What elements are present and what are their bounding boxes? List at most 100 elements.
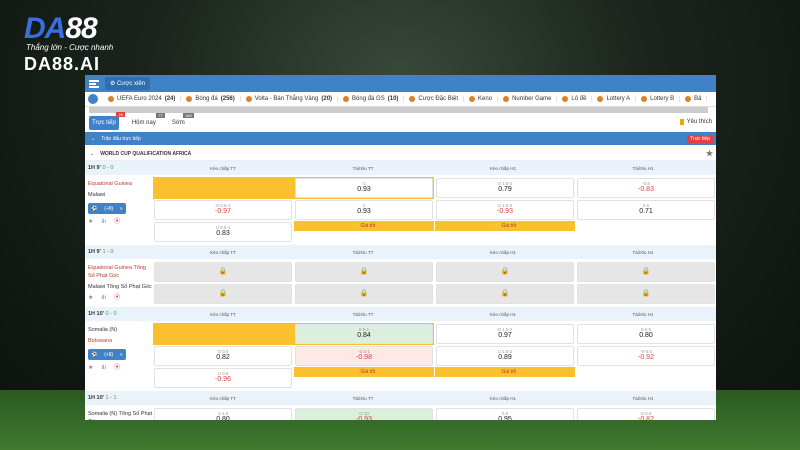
horizontal-scrollbar[interactable] [89,107,708,113]
sport-item[interactable]: Bóng đá GS (10) [338,96,405,102]
market-header: Tài/Xỉu TT [352,165,374,171]
odds-cell[interactable]: O 0.5-1 -0.97 [154,200,292,220]
more-markets-button[interactable]: ⚽ (+8) » [88,203,126,214]
odds-cell[interactable]: O 10 -0.93 [295,408,433,420]
sport-item[interactable]: Cược Đặc Biệt [404,96,465,102]
odds-cell[interactable]: 1 0.93 [295,200,433,220]
home-team[interactable]: Equatorial Guinea [88,181,133,187]
odds-cell[interactable]: O 0.5 0.82 [154,346,292,366]
home-team[interactable]: Somalia (N) [88,327,118,333]
sport-count: (256) [220,96,235,102]
market-header: Tài/Xỉu H1 [632,311,654,317]
live-stream-icon[interactable]: ⦿ [114,219,121,225]
odds-cell[interactable]: O 1.5-2 0.79 [436,178,574,198]
match-header: 1H 9' 1 - 0 Kèo chấp TT Tài/Xỉu TT Kèo chấp… [85,245,716,259]
odds-cell[interactable]: 0-0.5 0.80 [577,324,715,344]
sport-item[interactable]: Volta - Bàn Thắng Vàng (20) [241,96,339,102]
more-markets-button[interactable]: ⚽ (+8) » [88,349,126,360]
tab-2[interactable]: Sớm 169 [169,112,194,129]
home-icon[interactable] [88,94,98,104]
odds-cell[interactable]: U 0.5-1 0.83 [154,222,292,242]
odds-cell[interactable]: 0.5 0.71 [577,200,715,220]
stats-icon[interactable]: ılı [101,219,107,225]
match-actions: ★ ılı ⦿ [88,294,153,302]
handicap: U 1.5-2 [497,349,513,354]
odds-cell[interactable]: U 1.5-2 -0.93 [436,200,574,220]
favorites-button[interactable]: Yêu thích [679,119,712,125]
top-bar: ⚙ Cược xiên [85,75,716,92]
sport-icon [186,96,193,102]
handicap: 0-0.5 [640,327,652,332]
odds-value: -0.83 [638,186,654,193]
sport-item[interactable]: Bóng đá (256) [181,96,241,102]
tab-1[interactable]: Hôm nay 77 [129,112,165,129]
chevron-down-icon: ⌄ [90,150,95,157]
sport-name: Bóng đá [195,96,218,102]
live-badge: Trực tiếp [687,135,713,143]
odds-cell[interactable]: 0.5 0.95 [436,408,574,420]
odds-cell[interactable]: 0.5-1 0.84 [295,324,433,344]
market-header: Tài/Xỉu TT [352,249,374,255]
away-team[interactable]: Malawi Tổng Số Phạt Góc [88,284,152,290]
handicap: O 0.5 [217,349,229,354]
sport-count: (20) [321,96,333,102]
star-icon[interactable]: ★ [88,295,94,301]
match-header: 1H 10' 1 - 1 Kèo chấp TT Tài/Xỉu TT Kèo chấ… [85,391,716,405]
sport-item[interactable]: Bả [680,96,708,102]
live-stream-icon[interactable]: ⦿ [114,365,121,371]
sport-item[interactable]: Keno [464,96,499,102]
away-team[interactable]: Malawi [88,192,106,198]
handicap: O 1.5-2 [497,181,513,186]
odds-cell[interactable]: -0.5-1 -0.98 [295,346,433,366]
home-team[interactable]: Equatorial Guinea Tổng Số Phạt Góc [88,265,146,279]
market-header: Kèo chấp TT [210,249,236,255]
sport-item[interactable]: Number Game [498,96,558,102]
locked-odds-cell: 🔒 [154,284,292,304]
odds-cell[interactable]: U 1.5-2 0.89 [436,346,574,366]
live-stream-icon[interactable]: ⦿ [114,295,121,301]
odds-grid: 1-1.5 0.80 O 10 -0.93 0.5 0.95 O 5.5 -0.82 [153,407,716,420]
sport-item[interactable]: Lô đề [557,96,593,102]
sport-icon [108,96,114,102]
sport-item[interactable]: Lottery A [592,96,637,102]
tab-0[interactable]: Trực tiếp 26 [89,111,125,130]
chevrons-icon: » [119,351,123,358]
stats-icon[interactable]: ılı [101,365,107,371]
menu-icon[interactable] [89,79,99,88]
locked-odds-cell: 🔒 [436,284,574,304]
sport-item[interactable]: Lottery B [636,96,681,102]
market-header: Tài/Xỉu H1 [632,249,654,255]
odds-cell[interactable]: -1 0.93 [295,178,433,198]
odds-cell[interactable]: -0.5 -0.83 [577,178,715,198]
section-header[interactable]: ⌄ Trận đấu trực tiếp Trực tiếp [85,132,716,145]
good-price-label: ⚡ Giá tốt [294,221,434,231]
parlay-button[interactable]: ⚙ Cược xiên [105,77,151,90]
league-header[interactable]: ⌄ WORLD CUP QUALIFICATION AFRICA ★ [85,147,716,161]
time: 1H 9' [88,165,101,171]
star-icon[interactable]: ★ [705,149,713,158]
star-icon[interactable]: ★ [88,219,94,225]
away-team[interactable]: Botswana [88,338,113,344]
odds-cell[interactable]: O 1.5-2 0.97 [436,324,574,344]
handicap: O 5.5 [640,411,652,416]
market-header: Kèo chấp TT [210,165,236,171]
odds-cell[interactable]: U 0.5 -0.96 [154,368,292,388]
sport-name: Lottery A [606,96,631,102]
home-team[interactable]: Somalia (N) Tổng Số Phạt Góc [88,411,153,420]
sport-icon [685,96,692,102]
odds-cell[interactable]: O 5.5 -0.82 [577,408,715,420]
odds-cell[interactable]: 1-1.5 0.80 [154,408,292,420]
football-icon: ⚽ [91,205,98,212]
odds-cell[interactable]: -0-0.5 -0.92 [577,346,715,366]
sport-item[interactable]: UEFA Euro 2024 (24) [103,96,182,102]
time: 1H 10' [88,311,104,317]
market-header: Tài/Xỉu H1 [632,395,654,401]
stats-icon[interactable]: ılı [101,295,107,301]
star-icon[interactable]: ★ [88,365,94,371]
parlay-label: Cược xiên [117,81,146,87]
odds-grid: 0.5-1 0.84 O 1.5-2 0.97 0-0.5 0.80 O 0.5 0.82 -0… [153,323,716,389]
match-time: 1H 10' 0 - 0 [85,311,153,317]
market-header: Kèo chấp H1 [489,395,517,401]
match-row: Equatorial Guinea Malawi ⚽ (+8)» ★ ılı ⦿ -1 0.93… [85,175,716,245]
brand-logo: DA88 Thắng lớn - Cược nhanh DA88.AI [24,12,113,75]
